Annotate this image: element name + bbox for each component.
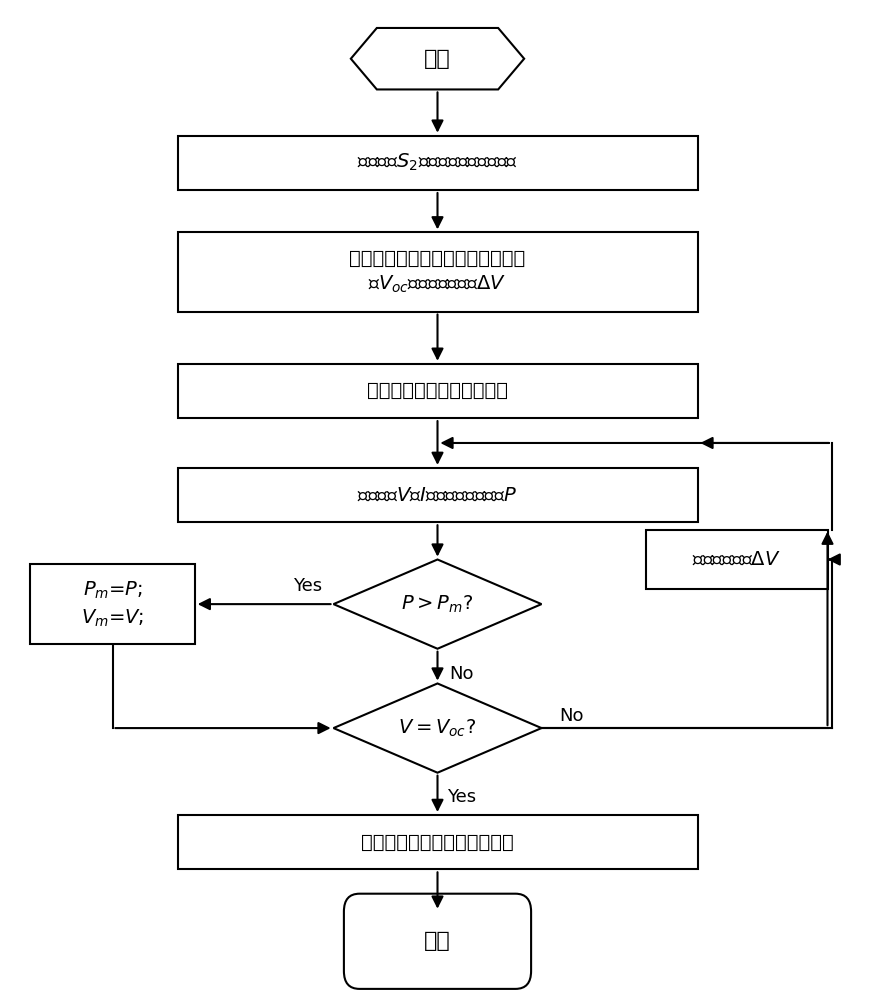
Text: 控制光伏组件工作在短路点: 控制光伏组件工作在短路点 [367,381,508,400]
Text: No: No [560,707,584,725]
Bar [178,468,697,522]
Bar [178,815,697,869]
Text: Yes: Yes [293,577,322,595]
Bar [30,564,195,644]
Text: Yes: Yes [447,788,476,806]
Polygon shape [351,28,524,89]
Polygon shape [333,560,542,649]
Text: 结束: 结束 [424,931,451,951]
Text: $P_m$=$P$;
$V_m$=$V$;: $P_m$=$P$; $V_m$=$V$; [81,580,144,629]
Text: $P > P_m$?: $P > P_m$? [402,593,473,615]
FancyBboxPatch shape [344,894,531,989]
Text: $V = V_{oc}$?: $V = V_{oc}$? [398,717,477,739]
Text: 控制光伏组件工作在开路状态，测
量$V_{oc}$并计算扫描步长$\Delta V$: 控制光伏组件工作在开路状态，测 量$V_{oc}$并计算扫描步长$\Delta … [349,249,526,295]
Text: 完成测量过程，进行数据保存: 完成测量过程，进行数据保存 [361,833,514,852]
Text: 开始: 开始 [424,49,451,69]
Bar [178,136,697,190]
Text: 实时测量$V$、$I$数据，并计算功率$P$: 实时测量$V$、$I$数据，并计算功率$P$ [358,486,517,505]
Bar [646,530,828,589]
Bar [178,364,697,418]
Text: No: No [450,665,474,683]
Text: 闭合开关$S_2$，可编程电子负载工作: 闭合开关$S_2$，可编程电子负载工作 [357,152,518,173]
Text: 控制电压增大$\Delta V$: 控制电压增大$\Delta V$ [692,550,780,569]
Bar [178,232,697,312]
Polygon shape [333,683,542,773]
